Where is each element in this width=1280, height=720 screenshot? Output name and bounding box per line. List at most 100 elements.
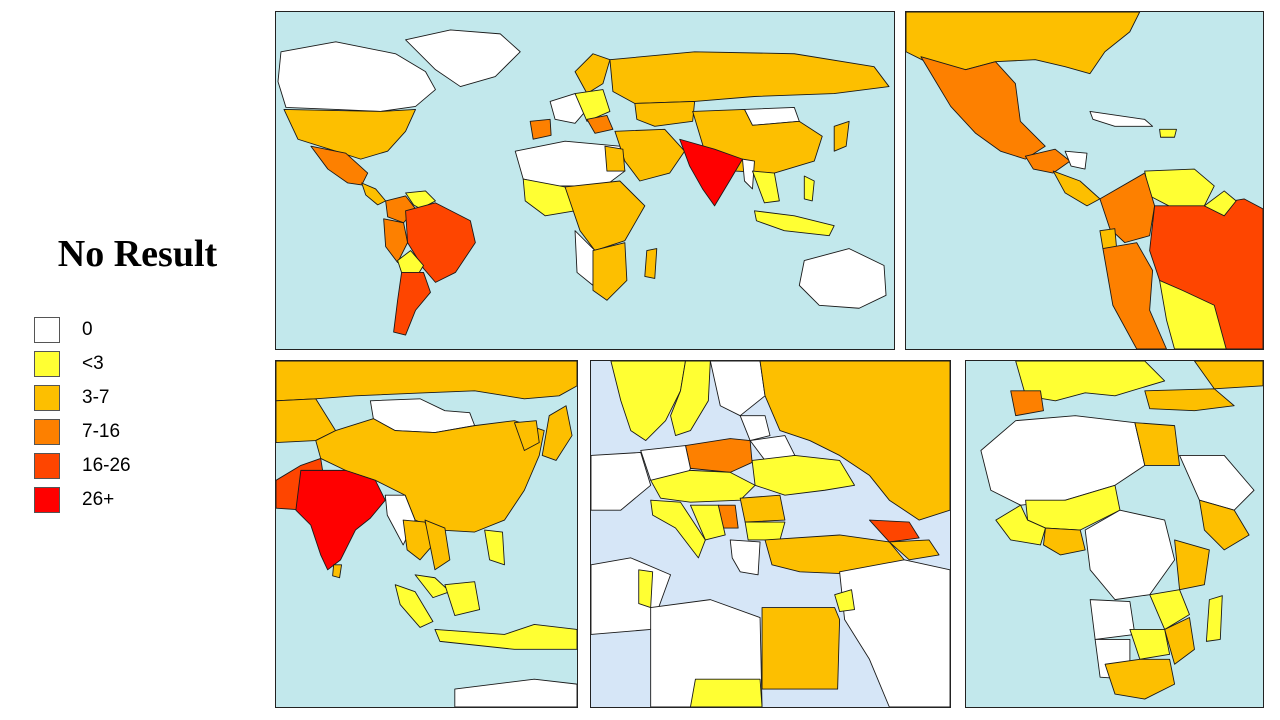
nigeria-area [1043, 527, 1086, 556]
russia-edge [1194, 361, 1263, 390]
asia-map-panel [275, 360, 578, 708]
guyana [1203, 190, 1237, 217]
mozambique [1164, 617, 1195, 665]
europe-map-panel [590, 360, 951, 708]
world-map [277, 29, 890, 336]
ukraine [751, 455, 855, 496]
legend-label: 26+ [82, 489, 115, 510]
italy [650, 499, 706, 559]
mexico [920, 56, 1046, 160]
japan [541, 405, 573, 461]
poland [685, 438, 753, 473]
southeast-asia [752, 170, 780, 204]
egypt [761, 607, 841, 690]
south-africa [1104, 658, 1176, 700]
turkey [1144, 388, 1235, 412]
vietnam [424, 519, 451, 571]
asia-map [276, 361, 577, 707]
sri-lanka [332, 564, 343, 579]
sudan-east [1179, 455, 1255, 511]
legend-swatch-0 [34, 317, 60, 343]
balkans [586, 114, 614, 134]
legend-item-lt3: <3 [34, 347, 131, 381]
east-africa [1174, 539, 1210, 591]
kazakhstan [634, 101, 696, 127]
egypt [1134, 422, 1181, 466]
caucasus [888, 539, 940, 561]
legend-item-0: 0 [34, 313, 131, 347]
legend-swatch-7-16 [34, 419, 60, 445]
indonesia [754, 210, 835, 237]
india [295, 469, 386, 571]
legend-item-16-26: 16-26 [34, 449, 131, 483]
russia [759, 361, 950, 521]
canada [277, 41, 436, 112]
baltics [739, 415, 771, 441]
cuba [1089, 110, 1154, 127]
legend-swatch-lt3 [34, 351, 60, 377]
mexico [310, 145, 369, 186]
europe-map [591, 361, 950, 707]
world-map-panel [275, 11, 895, 350]
hispaniola [1159, 128, 1177, 138]
central-america [1052, 170, 1101, 207]
indonesia-sumatra [394, 584, 434, 628]
madagascar [644, 248, 658, 279]
venezuela [1144, 168, 1215, 210]
legend-label: 3-7 [82, 387, 110, 408]
bolivia [1159, 279, 1227, 349]
bulgaria [744, 521, 786, 541]
australia [454, 678, 577, 707]
peru [383, 218, 409, 263]
legend-label: 16-26 [82, 455, 131, 476]
angola [1089, 599, 1136, 640]
colombia [1099, 172, 1156, 244]
americas-map [906, 12, 1263, 349]
egypt [604, 145, 626, 172]
middle-east [839, 559, 950, 707]
peru [1102, 242, 1167, 349]
greenland [405, 29, 521, 88]
legend-swatch-26plus [34, 487, 60, 513]
balkans-west [689, 504, 726, 541]
legend-item-26plus: 26+ [34, 483, 131, 517]
japan [833, 120, 850, 152]
thailand [402, 519, 434, 561]
brazil [405, 202, 476, 283]
finland [709, 361, 766, 417]
sudan-north [689, 678, 763, 707]
madagascar [1205, 595, 1223, 642]
central-europe [574, 89, 611, 122]
west-africa [522, 178, 576, 217]
indonesia-borneo [444, 581, 481, 616]
spain [1010, 390, 1044, 417]
central-africa [564, 180, 646, 252]
map-title: No Result [57, 233, 218, 275]
middle-east [614, 128, 686, 182]
legend: 0 <3 3-7 7-16 16-26 26+ [34, 313, 131, 517]
indonesia-east [434, 624, 577, 650]
philippines [803, 175, 815, 202]
israel-area [834, 589, 855, 612]
georgia-caucasus [869, 519, 920, 543]
africa-map-panel [965, 360, 1264, 708]
legend-label: <3 [82, 353, 104, 374]
australia [798, 248, 887, 309]
usa [283, 108, 416, 160]
greece [729, 539, 761, 576]
legend-label: 0 [82, 319, 93, 340]
legend-item-3-7: 3-7 [34, 381, 131, 415]
scandinavia [574, 53, 611, 94]
west-africa [995, 504, 1046, 546]
guatemala-area [1024, 148, 1071, 174]
legend-label: 7-16 [82, 421, 121, 442]
philippines [484, 529, 505, 566]
myanmar [742, 158, 755, 190]
honduras [1064, 150, 1088, 170]
horn-of-africa [1198, 499, 1250, 551]
central-america [361, 182, 387, 206]
legend-swatch-3-7 [34, 385, 60, 411]
legend-swatch-16-26 [34, 453, 60, 479]
north-africa [980, 415, 1146, 506]
americas-map-panel [905, 11, 1264, 350]
